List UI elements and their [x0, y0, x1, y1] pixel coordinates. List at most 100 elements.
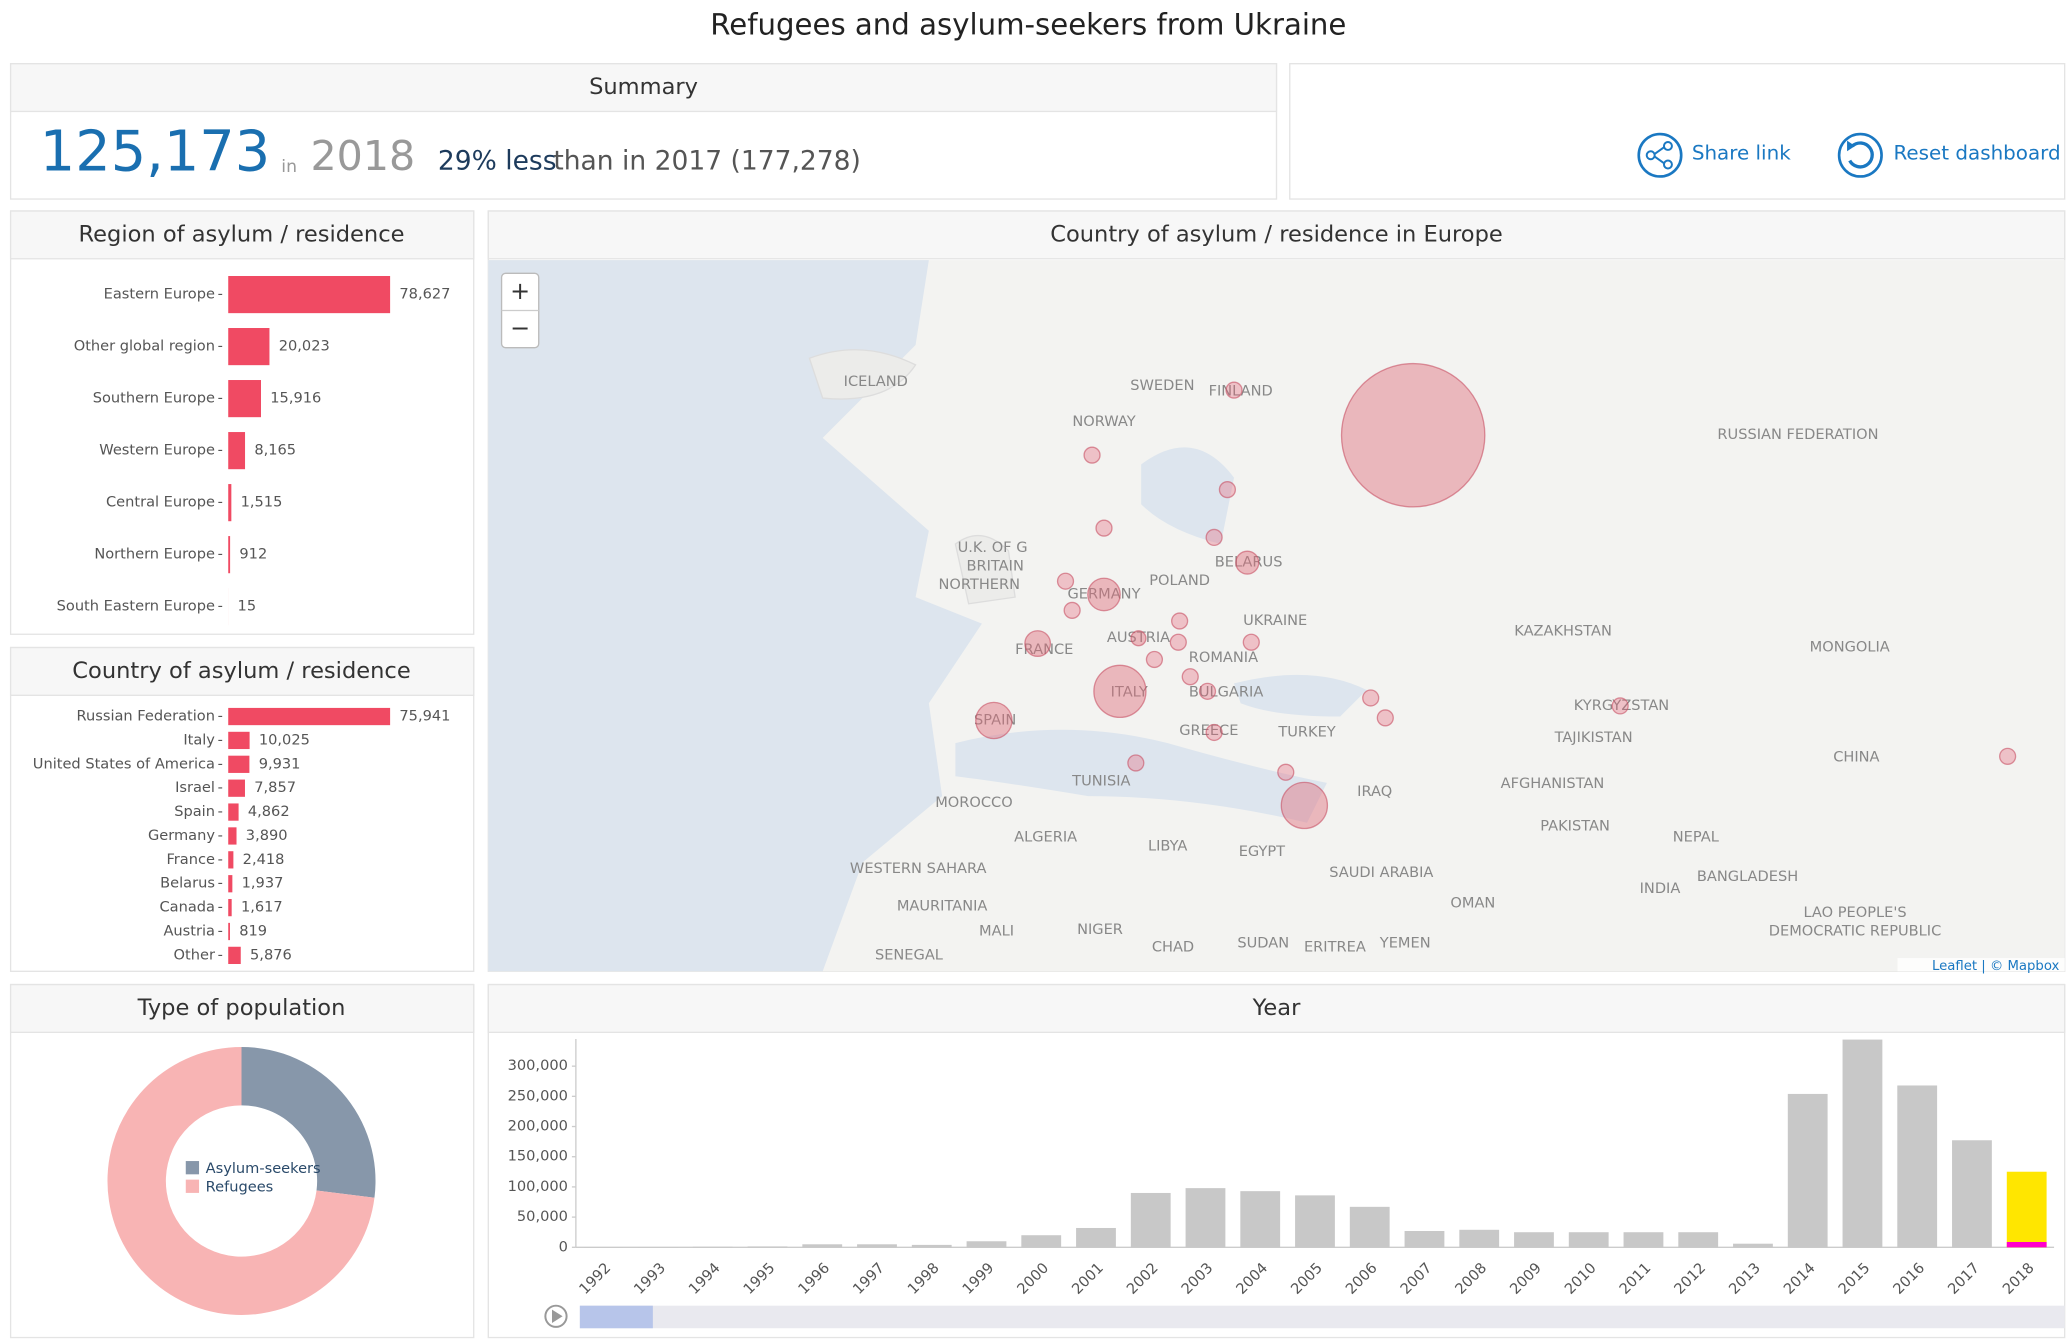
- map-attribution[interactable]: Leaflet | © Mapbox: [1932, 959, 2060, 974]
- category-label: Western Europe: [99, 442, 215, 459]
- bar[interactable]: [857, 1244, 897, 1248]
- map-bubble[interactable]: [1235, 550, 1260, 575]
- value-label: 10,025: [259, 731, 310, 748]
- bar[interactable]: [911, 1244, 952, 1248]
- map-circle-minor: [1205, 528, 1223, 547]
- bar[interactable]: [228, 380, 261, 418]
- bar[interactable]: [228, 875, 233, 893]
- bar[interactable]: [1733, 1243, 1773, 1248]
- map-bubble[interactable]: [1280, 781, 1329, 830]
- bar[interactable]: [1404, 1231, 1445, 1248]
- summary-total: 125,173: [40, 119, 270, 184]
- bar[interactable]: [228, 898, 232, 917]
- share-button[interactable]: Share link: [1637, 132, 1791, 178]
- map-label: SAUDI ARABIA: [1329, 864, 1433, 881]
- bar[interactable]: [1240, 1191, 1281, 1248]
- map-circle-minor: [1611, 697, 1629, 715]
- map-label: AFGHANISTAN: [1501, 775, 1605, 792]
- bar[interactable]: [1349, 1206, 1390, 1248]
- bar[interactable]: [802, 1244, 843, 1248]
- reset-label[interactable]: Reset dashboard: [1894, 141, 2061, 164]
- share-label[interactable]: Share link: [1692, 141, 1791, 164]
- map-label: NEPAL: [1673, 828, 1720, 845]
- bar[interactable]: [1897, 1085, 1938, 1248]
- bar[interactable]: [1568, 1232, 1609, 1248]
- map-label: LAO PEOPLE'S: [1803, 904, 1906, 921]
- donut-slice[interactable]: [241, 1046, 376, 1198]
- map-bubble[interactable]: [1130, 630, 1147, 647]
- bar[interactable]: [228, 484, 232, 522]
- bar[interactable]: [1842, 1039, 1883, 1248]
- map-bubble[interactable]: [1024, 630, 1052, 658]
- map-label: OMAN: [1450, 895, 1495, 912]
- bar[interactable]: [228, 922, 230, 941]
- map-bubble[interactable]: [1087, 577, 1121, 612]
- bar[interactable]: [228, 731, 250, 750]
- bar[interactable]: [1678, 1232, 1719, 1248]
- bar[interactable]: [2006, 1171, 2047, 1248]
- map-label: UKRAINE: [1243, 612, 1307, 629]
- zoom-out[interactable]: −: [510, 314, 530, 342]
- bar[interactable]: [1021, 1235, 1062, 1248]
- bar[interactable]: [228, 275, 391, 314]
- bar[interactable]: [1130, 1192, 1171, 1248]
- legend-label: Refugees: [206, 1179, 274, 1196]
- bar[interactable]: [228, 803, 239, 821]
- value-label: 2,418: [243, 851, 285, 868]
- bar[interactable]: [228, 707, 391, 726]
- map-label: ALGERIA: [1014, 828, 1077, 845]
- bar[interactable]: [966, 1241, 1007, 1248]
- tick-dash: -: [218, 899, 223, 916]
- bar[interactable]: [1787, 1093, 1828, 1248]
- donut-slice[interactable]: [107, 1046, 375, 1315]
- map-label: TUNISIA: [1071, 773, 1130, 790]
- bar[interactable]: [1076, 1227, 1116, 1248]
- zoom-control[interactable]: + −: [500, 272, 540, 349]
- value-label: 7,857: [254, 779, 296, 796]
- bar[interactable]: [228, 779, 245, 797]
- map-bubble[interactable]: [1093, 664, 1147, 719]
- category-label: South Eastern Europe: [57, 598, 215, 615]
- zoom-in[interactable]: +: [510, 277, 530, 305]
- tick-dash: -: [218, 338, 223, 355]
- bar[interactable]: [1952, 1140, 1992, 1248]
- map-bubble[interactable]: [1340, 362, 1486, 508]
- tick-dash: -: [218, 546, 223, 563]
- reset-button[interactable]: Reset dashboard: [1837, 132, 2061, 178]
- map-bubble[interactable]: [975, 701, 1013, 740]
- category-label: Belarus: [160, 875, 215, 892]
- category-label: Spain: [174, 803, 215, 820]
- map-label: TAJIKISTAN: [1554, 729, 1633, 746]
- bar[interactable]: [228, 536, 231, 574]
- year-slider[interactable]: [544, 1304, 2065, 1329]
- category-label: Russian Federation: [77, 708, 215, 725]
- bar[interactable]: [1623, 1232, 1664, 1248]
- bar[interactable]: [747, 1246, 788, 1248]
- tick-dash: -: [218, 755, 223, 772]
- bar[interactable]: [1295, 1195, 1335, 1248]
- panel-title: Type of population: [137, 995, 346, 1021]
- bar[interactable]: [692, 1246, 733, 1248]
- bar[interactable]: [228, 827, 237, 845]
- tick-dash: -: [218, 803, 223, 820]
- map-label: IRAQ: [1357, 783, 1392, 800]
- value-label: 1,937: [242, 875, 284, 892]
- panel-title: Region of asylum / residence: [78, 221, 404, 247]
- value-label: 819: [239, 922, 267, 939]
- map-label: EGYPT: [1239, 843, 1285, 860]
- bar[interactable]: [228, 946, 241, 965]
- category-label: Germany: [148, 827, 215, 844]
- map[interactable]: [488, 260, 2065, 972]
- category-label: Israel: [175, 779, 215, 796]
- bar[interactable]: [228, 755, 250, 773]
- bar[interactable]: [228, 328, 270, 366]
- map-circle-minor: [1277, 763, 1295, 781]
- category-label: Other: [174, 946, 215, 963]
- bar[interactable]: [1514, 1232, 1554, 1248]
- bar[interactable]: [1185, 1188, 1226, 1248]
- bar[interactable]: [228, 851, 234, 869]
- category-label: Central Europe: [106, 494, 215, 511]
- bar[interactable]: [228, 432, 246, 470]
- bar[interactable]: [1459, 1229, 1500, 1248]
